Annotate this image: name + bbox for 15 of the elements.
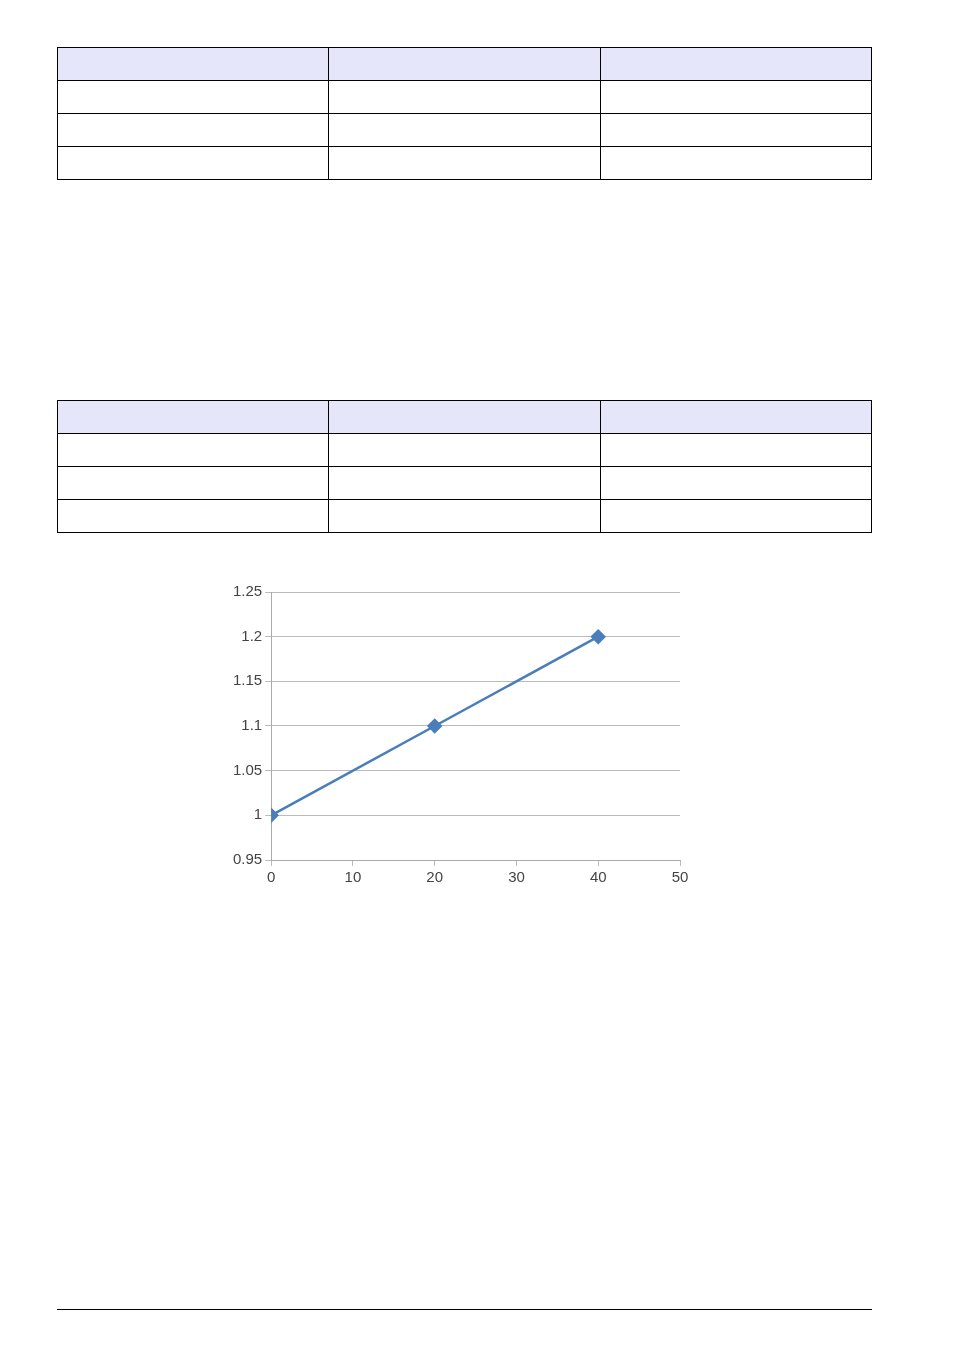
y-tick-label: 1.1 — [241, 716, 263, 734]
x-tick-label: 40 — [589, 868, 607, 886]
x-tick-label: 30 — [508, 868, 525, 886]
y-tick-label: 1.05 — [232, 760, 263, 778]
y-tick-label: 1.15 — [232, 671, 263, 689]
x-tick-label: 10 — [344, 868, 362, 886]
x-tick-label: 50 — [671, 868, 689, 886]
x-tick-label: 20 — [426, 868, 444, 886]
y-tick-label: 0.95 — [232, 850, 263, 868]
point — [590, 629, 606, 644]
y-tick-label: 1.25 — [232, 582, 263, 600]
x-tick-label: 0 — [267, 868, 276, 886]
point — [427, 718, 442, 734]
y-tick-label: 1.2 — [241, 626, 263, 644]
y-tick-label: 1 — [253, 805, 263, 823]
